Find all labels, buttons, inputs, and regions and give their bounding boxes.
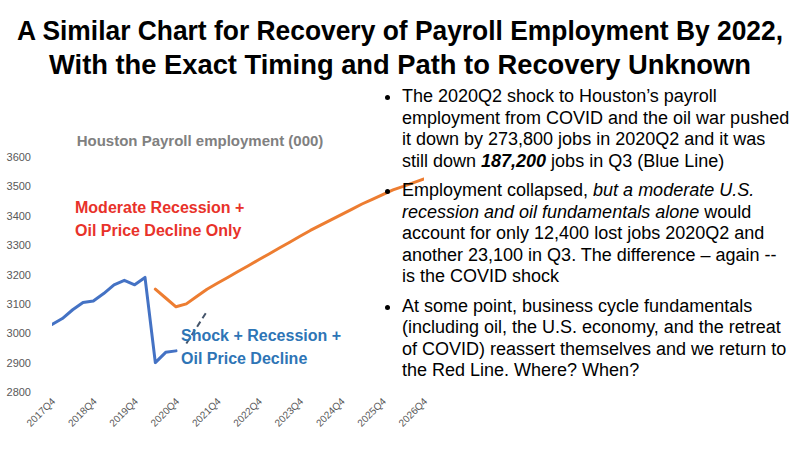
y-tick-label: 3300 — [7, 239, 31, 251]
bullet: The 2020Q2 shock to Houston’s payroll em… — [402, 86, 792, 172]
bullet-list: The 2020Q2 shock to Houston’s payroll em… — [380, 86, 792, 390]
x-tick-label: 2019Q4 — [107, 395, 140, 428]
slide-title: With the Exact Timing and Path to Recove… — [49, 49, 751, 80]
x-tick-label: 2023Q4 — [272, 395, 305, 428]
bullet: At some point, business cycle fundamenta… — [402, 296, 792, 382]
slide: {"slide": {"title": ["A Similar Chart fo… — [0, 0, 800, 450]
y-tick-label: 3100 — [7, 298, 31, 310]
y-tick-label: 3600 — [7, 151, 31, 163]
x-tick-label: 2022Q4 — [231, 395, 264, 428]
y-tick-label: 2900 — [7, 357, 31, 369]
annotation: Shock + Recession + — [181, 327, 341, 344]
x-tick-label: 2025Q4 — [355, 395, 388, 428]
y-tick-label: 3500 — [7, 180, 31, 192]
x-tick-label: 2017Q4 — [24, 395, 57, 428]
y-tick-label: 2800 — [7, 386, 31, 398]
slide-title: A Similar Chart for Recovery of Payroll … — [17, 15, 783, 46]
x-tick-label: 2020Q4 — [148, 395, 181, 428]
bullet-text: Employment collapsed, — [402, 180, 593, 200]
bullet-text: jobs in Q3 (Blue Line) — [546, 151, 724, 171]
x-tick-label: 2021Q4 — [190, 395, 223, 428]
x-tick-label: 2024Q4 — [314, 395, 347, 428]
y-tick-label: 3400 — [7, 210, 31, 222]
annotation: Oil Price Decline — [181, 350, 307, 367]
bullet-text: 187,200 — [481, 151, 546, 171]
x-tick-label: 2026Q4 — [396, 395, 429, 428]
bullet-text: At some point, business cycle fundamenta… — [402, 296, 786, 381]
chart-title: Houston Payroll employment (000) — [77, 132, 324, 149]
bullet: Employment collapsed, but a moderate U.S… — [402, 180, 792, 288]
y-tick-label: 3000 — [7, 327, 31, 339]
annotation: Moderate Recession + — [75, 199, 244, 216]
annotation: Oil Price Decline Only — [75, 222, 241, 239]
x-tick-label: 2018Q4 — [66, 395, 99, 428]
y-tick-label: 3200 — [7, 269, 31, 281]
plot-area — [52, 179, 424, 363]
